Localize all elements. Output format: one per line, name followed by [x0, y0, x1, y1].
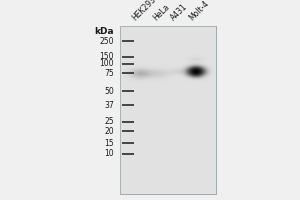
- Text: 100: 100: [100, 60, 114, 68]
- Text: HEK293: HEK293: [130, 0, 158, 22]
- Bar: [120, 26, 216, 194]
- Text: Molt-4: Molt-4: [187, 0, 211, 22]
- Text: 10: 10: [104, 150, 114, 158]
- Text: 75: 75: [104, 68, 114, 77]
- Text: HeLa: HeLa: [151, 2, 171, 22]
- Text: A431: A431: [169, 2, 190, 22]
- Text: kDa: kDa: [94, 26, 114, 36]
- Text: 25: 25: [104, 117, 114, 127]
- Text: 150: 150: [100, 52, 114, 61]
- Text: 250: 250: [100, 36, 114, 46]
- Text: 15: 15: [104, 138, 114, 147]
- Bar: [120, 26, 216, 194]
- Text: 37: 37: [104, 100, 114, 110]
- Text: 50: 50: [104, 87, 114, 96]
- Text: 20: 20: [104, 127, 114, 136]
